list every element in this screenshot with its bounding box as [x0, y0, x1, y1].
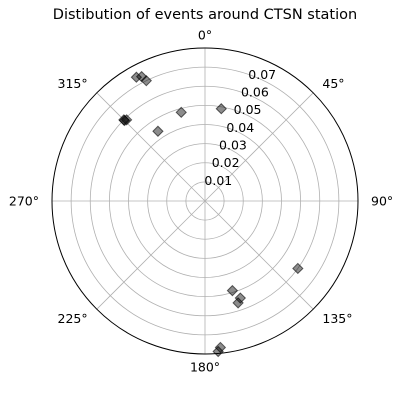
- data-point: [234, 292, 247, 304]
- r-tick-label: 0.06: [241, 84, 269, 99]
- chart-title: Distibution of events around CTSN statio…: [53, 7, 357, 23]
- data-point: [152, 125, 164, 137]
- theta-tick-label: 135°: [322, 311, 352, 326]
- r-tick-label: 0.02: [212, 155, 240, 170]
- r-tick-labels: 0.01 0.02 0.03 0.04 0.05 0.06 0.07: [204, 67, 276, 188]
- theta-gridline: [96, 92, 206, 202]
- theta-tick-label: 0°: [198, 28, 212, 43]
- theta-tick-labels: 0° 45° 90° 135° 180° 225° 270° 315°: [9, 28, 393, 375]
- data-point: [214, 341, 227, 354]
- grid-layer: [52, 48, 358, 354]
- data-point: [118, 114, 131, 127]
- theta-tick-label: 270°: [9, 194, 39, 209]
- r-tick-label: 0.01: [204, 173, 232, 188]
- theta-tick-label: 225°: [58, 311, 88, 326]
- data-point: [175, 106, 187, 119]
- data-point: [232, 297, 244, 309]
- theta-tick-label: 315°: [58, 76, 88, 91]
- theta-gridline: [204, 200, 314, 310]
- data-point: [215, 103, 227, 115]
- theta-tick-label: 45°: [322, 76, 344, 91]
- theta-gridline: [204, 92, 314, 202]
- data-points: [118, 70, 304, 358]
- data-point: [140, 74, 153, 87]
- polar-frame: [51, 47, 359, 355]
- data-point: [120, 114, 133, 126]
- r-tick-label: 0.05: [234, 102, 262, 117]
- r-tick-label: 0.04: [226, 120, 254, 135]
- theta-gridline: [96, 200, 206, 310]
- data-point: [135, 70, 148, 83]
- theta-tick-label: 90°: [371, 194, 393, 209]
- theta-tick-label: 180°: [190, 360, 220, 375]
- r-tick-label: 0.07: [248, 67, 276, 82]
- r-tick-label: 0.03: [219, 137, 247, 152]
- data-point: [292, 262, 304, 275]
- data-point: [226, 284, 239, 297]
